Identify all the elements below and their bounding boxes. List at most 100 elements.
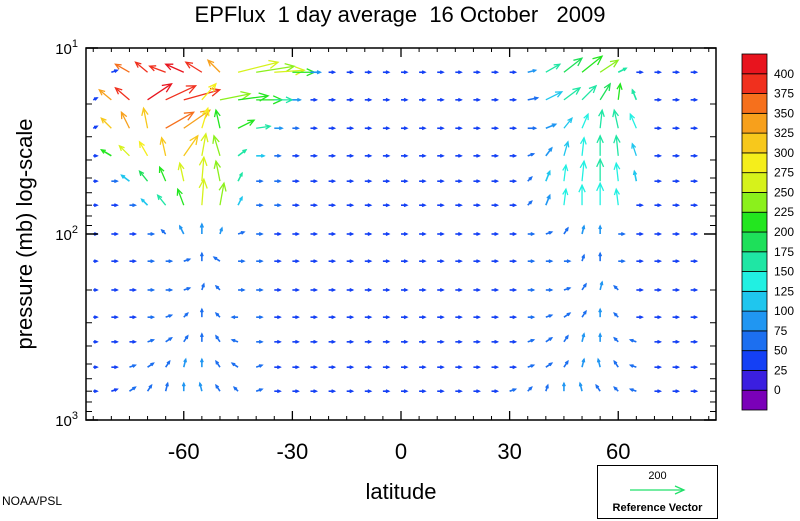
epflux-vector-head [675,179,681,184]
epflux-vector [118,145,130,157]
epflux-vector-head [693,288,699,292]
epflux-vector-head [476,97,481,102]
epflux-vector-head [675,126,681,131]
epflux-vector-head [199,307,204,313]
epflux-vector-head [693,339,699,344]
epflux-vector-head [403,339,409,344]
epflux-vector-head [93,179,99,184]
epflux-vector-head [277,203,282,208]
colorbar-label: 400 [774,67,794,81]
epflux-vector-head [530,364,536,368]
epflux-vector-head [609,59,620,68]
colorbar-cell [741,211,768,233]
epflux-vector [581,55,603,73]
epflux-vector-head [631,142,637,149]
epflux-vector-head [581,332,586,338]
epflux-vector-head [530,338,536,343]
epflux-vector-head [612,108,619,118]
epflux-vector-head [215,359,220,365]
epflux-vector-head [349,179,355,184]
epflux-vector-head [279,126,284,131]
epflux-vector-head [114,203,119,208]
epflux-vector-head [657,339,663,344]
epflux-vector-head [331,315,337,320]
x-tick-label: 60 [606,439,630,464]
epflux-vector [179,163,185,182]
epflux-vector-head [548,288,554,292]
epflux-vector-head [532,126,538,131]
epflux-vector-head [349,339,355,344]
colorbar-label: 175 [774,245,794,259]
epflux-vector-head [198,177,208,189]
epflux-vector-head [439,339,445,344]
epflux-vector [142,108,149,129]
epflux-vector-head [639,232,644,236]
epflux-vector-head [240,288,246,292]
epflux-vector-head [613,284,618,290]
colorbar-cell [741,271,768,292]
epflux-vector [120,174,130,182]
epflux-vector-head [675,203,681,208]
epflux-vector-head [184,312,189,317]
epflux-vector-head [528,176,533,181]
epflux-vector-head [548,362,554,367]
epflux-vector [219,183,225,206]
epflux-vector-head [476,153,481,158]
epflux-vector-head [331,339,337,344]
colorbar-label: 275 [774,166,794,180]
epflux-vector-head [114,86,123,95]
epflux-vector-head [367,315,373,320]
epflux-vector-head [213,159,222,169]
epflux-vector-head [215,334,220,340]
epflux-vector-head [313,288,319,292]
epflux-vector-head [620,232,626,236]
credit-label: NOAA/PSL [2,494,63,508]
vector-field [92,55,699,394]
epflux-vector-head [313,315,319,320]
epflux-vector-head [160,228,165,234]
epflux-vector-head [168,288,174,292]
epflux-vector-head [583,112,589,121]
reference-vector-value: 200 [648,470,667,482]
epflux-vector-head [632,169,638,176]
epflux-vector-head [403,153,409,158]
epflux-vector-head [215,383,220,389]
epflux-vector-head [367,70,373,75]
epflux-vector-head [476,126,481,131]
epflux-vector-head [548,146,553,152]
epflux-vector [149,65,166,73]
epflux-vector-head [331,365,337,370]
epflux-vector-head [209,87,222,97]
epflux-vector-head [385,232,391,236]
epflux-vector-head [385,203,391,208]
epflux-vector-head [439,179,445,184]
epflux-vector-head [285,96,294,104]
epflux-vector-head [596,357,601,363]
epflux-vector-head [201,282,205,288]
epflux-vector [165,85,196,101]
colorbar-label: 50 [774,344,788,358]
epflux-vector-head [439,203,445,208]
epflux-vector-head [132,315,138,320]
epflux-vector-head [260,153,266,158]
epflux-vector [201,108,209,129]
epflux-vector-head [458,259,463,264]
epflux-vector-head [628,388,634,392]
chart-title: EPFlux 1 day average 16 October 2009 [194,2,606,27]
epflux-vector-head [114,288,119,292]
epflux-vector-head [639,288,644,292]
epflux-vector-head [530,315,536,320]
epflux-vector-head [161,82,173,93]
epflux-vector-head [219,226,223,232]
epflux-vector-head [596,181,605,192]
epflux-vector-head [258,232,264,236]
epflux-vector-head [546,193,551,200]
epflux-vector-head [494,153,500,158]
epflux-vector-head [476,339,481,344]
epflux-vector [201,179,205,206]
epflux-vector-head [132,288,138,292]
epflux-vector-head [476,389,481,394]
epflux-vector-head [613,161,621,170]
epflux-vector-head [693,70,699,75]
epflux-vector-head [120,174,126,179]
